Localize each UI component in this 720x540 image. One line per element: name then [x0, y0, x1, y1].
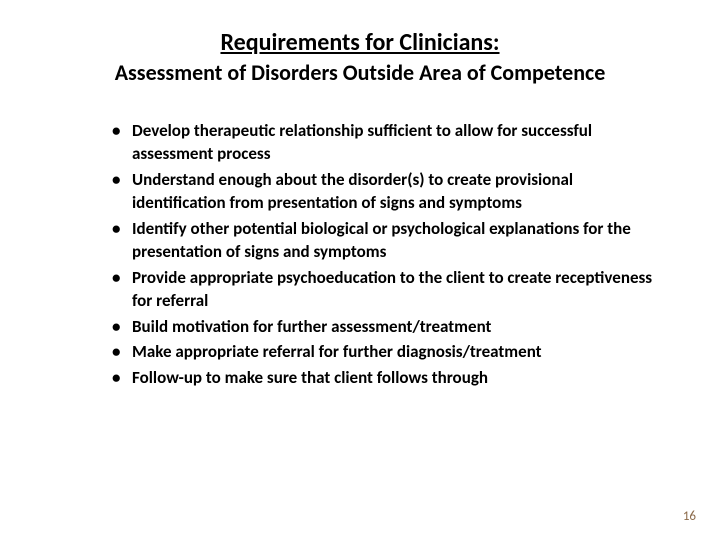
bullet-item: Understand enough about the disorder(s) … — [112, 169, 660, 215]
slide: Requirements for Clinicians: Assessment … — [0, 0, 720, 540]
bullet-item: Build motivation for further assessment/… — [112, 316, 660, 339]
bullet-item: Identify other potential biological or p… — [112, 218, 660, 264]
bullet-item: Make appropriate referral for further di… — [112, 341, 660, 364]
bullet-list: Develop therapeutic relationship suffici… — [60, 120, 660, 390]
bullet-item: Follow-up to make sure that client follo… — [112, 367, 660, 390]
page-number: 16 — [683, 509, 696, 524]
slide-subtitle: Assessment of Disorders Outside Area of … — [60, 59, 660, 86]
bullet-item: Develop therapeutic relationship suffici… — [112, 120, 660, 166]
slide-title: Requirements for Clinicians: — [60, 28, 660, 57]
bullet-item: Provide appropriate psychoeducation to t… — [112, 267, 660, 313]
